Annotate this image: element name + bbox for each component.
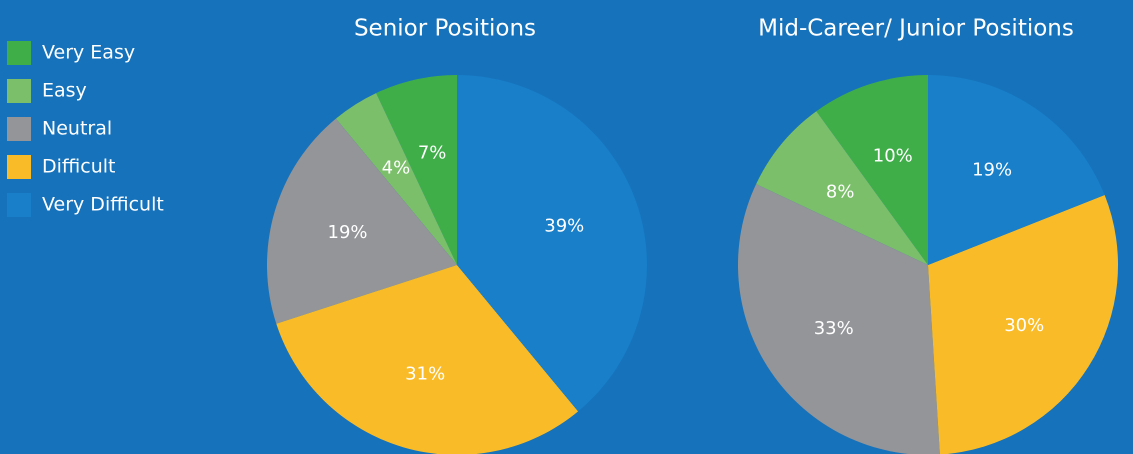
legend-label: Easy <box>42 80 87 102</box>
pie-slice <box>276 265 579 454</box>
data-label: 30% <box>1004 315 1044 336</box>
data-label: 19% <box>972 160 1012 181</box>
data-label: 4% <box>382 158 411 179</box>
pie-slice <box>267 118 457 324</box>
pie-slice <box>756 111 928 265</box>
chart-title: Mid-Career/ Junior Positions <box>758 16 1074 42</box>
pie-slice <box>335 93 457 266</box>
pie-slice <box>376 75 457 265</box>
legend-swatch <box>7 41 31 65</box>
data-label: 8% <box>826 181 855 202</box>
pie-slice <box>457 75 647 412</box>
legend-swatch <box>7 155 31 179</box>
data-label: 39% <box>544 215 584 236</box>
legend-label: Very Easy <box>42 42 135 64</box>
chart-title: Senior Positions <box>354 16 536 42</box>
legend-swatch <box>7 193 31 217</box>
legend-label: Very Difficult <box>42 194 164 216</box>
data-label: 10% <box>873 146 913 167</box>
legend-swatch <box>7 117 31 141</box>
data-label: 7% <box>418 143 447 164</box>
pie-slice <box>928 74 1105 265</box>
data-label: 19% <box>328 222 368 243</box>
legend-label: Difficult <box>42 156 116 178</box>
data-label: 31% <box>405 363 445 384</box>
legend-label: Neutral <box>42 118 112 140</box>
pie-slice <box>928 195 1118 454</box>
legend-swatch <box>7 79 31 103</box>
data-label: 33% <box>814 318 854 339</box>
pie-slice <box>738 184 940 454</box>
pie-slice <box>816 75 928 265</box>
